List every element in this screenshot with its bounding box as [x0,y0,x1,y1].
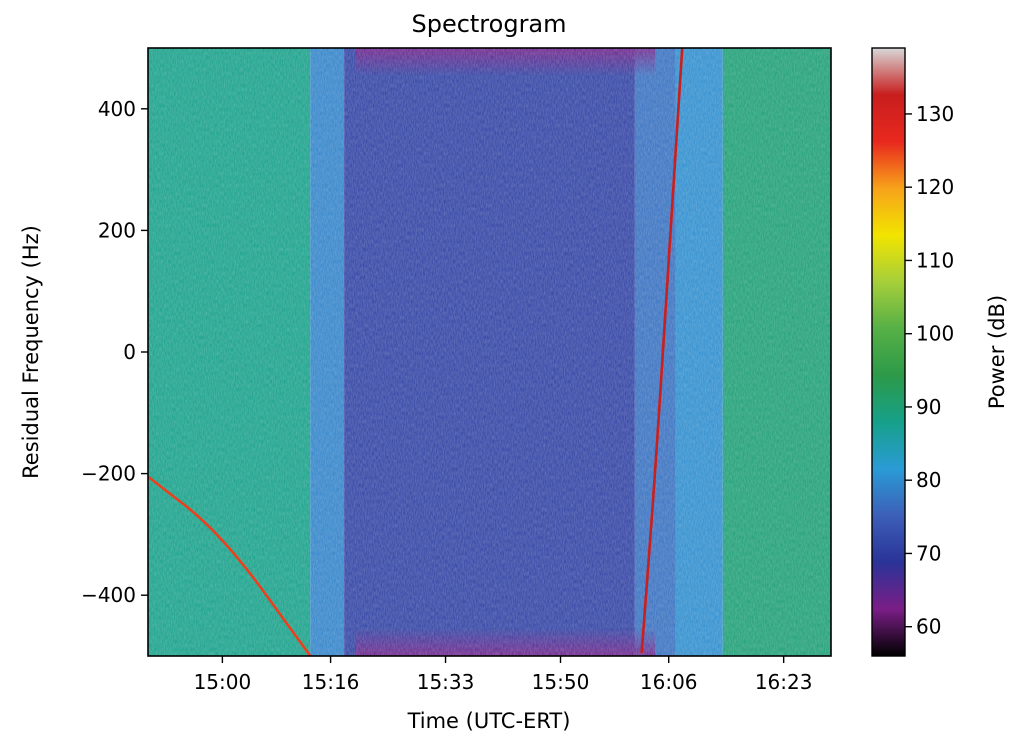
colorbar-tick-label-4: 90 [916,395,941,419]
y-axis-label: Residual Frequency (Hz) [19,225,43,479]
y-tick-label-2: 0 [123,340,136,364]
y-tick-label-0: 400 [98,97,136,121]
x-axis-label: Time (UTC-ERT) [407,709,571,733]
y-tick-label-1: 200 [98,218,136,242]
x-tick-label-2: 15:33 [417,670,475,694]
colorbar-tick-label-0: 130 [916,102,954,126]
x-axis: 15:00 15:16 15:33 15:50 16:06 16:23 [194,656,813,694]
x-tick-label-1: 15:16 [302,670,360,694]
plot-area [148,48,831,656]
chart-title: Spectrogram [411,10,566,38]
colorbar-ticks: 130 120 110 100 90 80 70 60 [905,102,954,639]
noise-texture [148,48,831,656]
y-axis: 400 200 0 −200 −400 [81,97,148,607]
x-tick-label-4: 16:06 [640,670,698,694]
x-tick-label-0: 15:00 [194,670,252,694]
y-tick-label-3: −200 [81,462,136,486]
colorbar-tick-label-3: 100 [916,322,954,346]
x-tick-label-3: 15:50 [532,670,590,694]
colorbar-tick-label-1: 120 [916,175,954,199]
colorbar-tick-label-7: 60 [916,615,941,639]
colorbar-tick-label-5: 80 [916,468,941,492]
colorbar [871,47,906,657]
signal-tracks [148,48,684,656]
colorbar-label: Power (dB) [985,295,1009,409]
signal-track-0 [148,475,312,656]
colorbar-tick-label-6: 70 [916,541,941,565]
y-tick-label-4: −400 [81,583,136,607]
x-tick-label-5: 16:23 [755,670,813,694]
colorbar-tick-label-2: 110 [916,248,954,272]
signal-track-1 [640,48,684,654]
